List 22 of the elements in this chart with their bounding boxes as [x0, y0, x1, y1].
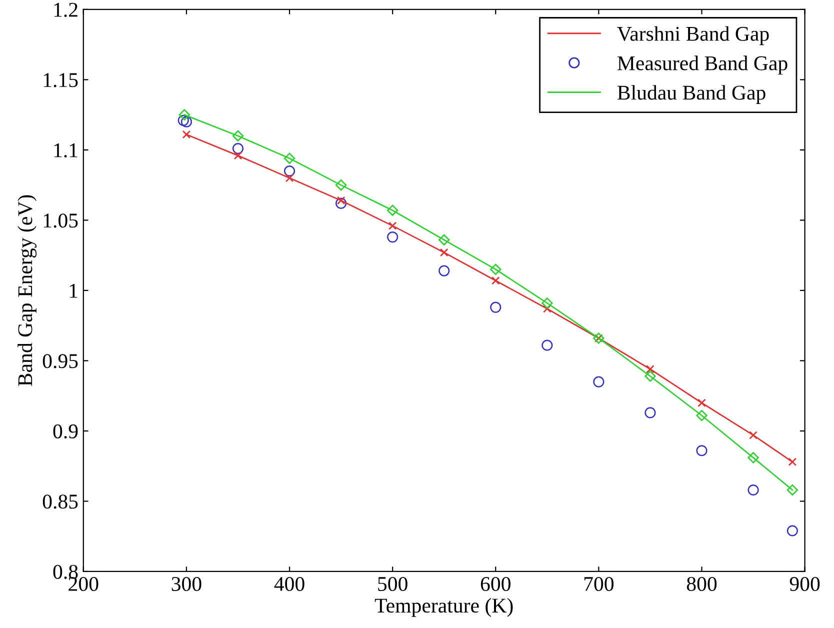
y-tick-label: 0.8 [53, 564, 78, 580]
x-tick-label: 400 [274, 576, 304, 592]
y-tick-label: 1 [70, 284, 78, 298]
y-tick-label: 1.05 [44, 214, 78, 228]
legend-label: Varshni Band Gap [617, 26, 769, 46]
x-tick-label: 500 [378, 576, 408, 592]
x-tick-label: 900 [790, 576, 820, 592]
legend-label: Bludau Band Gap [617, 85, 766, 104]
x-tick-label: 600 [480, 576, 510, 592]
x-tick-label: 300 [172, 576, 202, 592]
y-axis-title: Band Gap Energy (eV) [18, 195, 37, 386]
y-tick-label: 0.85 [42, 494, 78, 509]
y-tick-label: 1.15 [44, 73, 78, 88]
y-tick-label: 1.1 [54, 143, 78, 158]
x-tick-label: 800 [686, 576, 717, 592]
x-tick-label: 200 [68, 576, 98, 592]
x-tick-label: 700 [584, 576, 614, 592]
y-tick-label: 0.9 [53, 424, 78, 438]
y-tick-label: 1.2 [54, 2, 78, 17]
x-axis-title: Temperature (K) [374, 598, 513, 617]
legend-label: Measured Band Gap [617, 56, 788, 75]
y-tick-label: 0.95 [42, 354, 78, 368]
